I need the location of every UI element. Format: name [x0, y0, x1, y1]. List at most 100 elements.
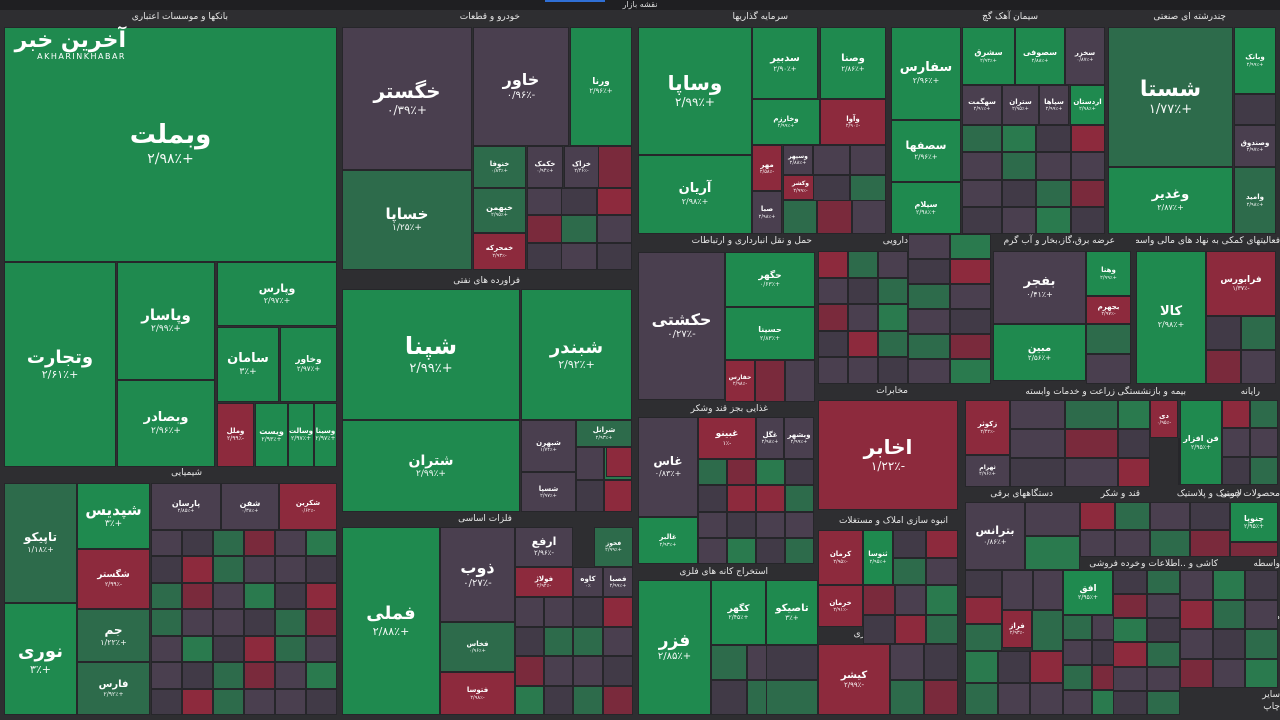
stock-tile[interactable]	[603, 597, 633, 627]
stock-tile[interactable]	[244, 662, 275, 689]
stock-tile[interactable]	[949, 309, 991, 334]
stock-tile[interactable]: مهر -۲/۵۸٪	[752, 145, 782, 191]
stock-tile[interactable]: شتران +۲/۹۹٪	[342, 420, 520, 512]
stock-tile[interactable]: خساپا +۱/۲۵٪	[342, 170, 472, 270]
stock-tile[interactable]	[576, 479, 604, 512]
stock-tile[interactable]	[965, 624, 1002, 651]
stock-tile[interactable]	[1030, 683, 1063, 715]
stock-tile[interactable]	[1065, 400, 1118, 429]
stock-tile[interactable]	[306, 662, 337, 689]
stock-tile[interactable]	[962, 206, 1002, 234]
stock-tile[interactable]	[213, 688, 244, 715]
stock-tile[interactable]: وصندوق +۲/۹۷٪	[1234, 125, 1276, 167]
stock-tile[interactable]	[275, 635, 306, 663]
stock-tile[interactable]	[1146, 570, 1180, 595]
stock-tile[interactable]: ثنوسا +۲/۹۵٪	[863, 530, 893, 585]
stock-tile[interactable]	[598, 146, 632, 188]
stock-tile[interactable]	[863, 585, 958, 644]
stock-tile[interactable]	[182, 609, 213, 636]
stock-tile[interactable]: وبشهر +۲/۹۹٪	[784, 417, 814, 459]
stock-tile[interactable]: حکشتی -۰/۲۷٪	[638, 252, 725, 400]
stock-tile[interactable]	[962, 125, 1002, 153]
stock-tile[interactable]	[1222, 400, 1250, 429]
stock-tile[interactable]	[818, 277, 848, 305]
stock-tile[interactable]	[1180, 599, 1213, 629]
stock-tile[interactable]: ثهرام +۲/۹۶٪	[965, 455, 1010, 487]
stock-tile[interactable]: شبندر +۲/۹۲٪	[521, 289, 632, 420]
stock-tile[interactable]	[711, 680, 747, 715]
stock-tile[interactable]	[1206, 316, 1241, 350]
stock-tile[interactable]	[275, 582, 306, 610]
stock-tile[interactable]: شرانل+۲/۹۳٪	[576, 420, 632, 447]
stock-tile[interactable]	[596, 188, 632, 216]
stock-tile[interactable]	[1065, 458, 1118, 487]
stock-tile[interactable]	[890, 644, 924, 680]
stock-tile[interactable]	[573, 597, 633, 715]
stock-tile[interactable]	[925, 557, 958, 585]
stock-tile[interactable]	[1113, 570, 1180, 715]
stock-tile[interactable]	[908, 309, 950, 334]
stock-tile[interactable]	[515, 597, 544, 627]
stock-tile[interactable]	[1150, 529, 1190, 557]
stock-tile[interactable]	[813, 174, 850, 205]
stock-tile[interactable]	[1113, 690, 1147, 715]
stock-tile[interactable]	[1118, 400, 1150, 429]
stock-tile[interactable]	[908, 284, 950, 309]
stock-tile[interactable]	[818, 251, 848, 278]
stock-tile[interactable]: ارفع -۲/۹۶٪	[515, 527, 573, 567]
stock-tile[interactable]	[890, 679, 924, 715]
stock-tile[interactable]	[1002, 206, 1037, 234]
stock-tile[interactable]	[1025, 502, 1080, 570]
stock-tile[interactable]	[213, 609, 244, 636]
stock-tile[interactable]	[1245, 599, 1278, 629]
stock-tile[interactable]	[783, 200, 886, 234]
stock-tile[interactable]: شپدیس +۳٪	[77, 483, 150, 549]
stock-tile[interactable]: وبصادر +۲/۹۶٪	[117, 380, 215, 467]
stock-tile[interactable]: فن افزار +۲/۹۵٪	[1180, 400, 1222, 485]
stock-tile[interactable]: کالا +۲/۹۸٪	[1136, 251, 1206, 384]
stock-tile[interactable]: شپنا +۲/۹۹٪	[342, 289, 520, 420]
stock-tile[interactable]: کرمان -۲/۹۵٪	[818, 530, 863, 585]
stock-tile[interactable]	[949, 359, 991, 384]
stock-tile[interactable]	[727, 459, 756, 486]
stock-tile[interactable]	[1212, 658, 1246, 688]
stock-tile[interactable]	[1250, 456, 1278, 485]
stock-tile[interactable]	[1065, 400, 1118, 487]
stock-tile[interactable]	[213, 556, 244, 583]
stock-tile[interactable]	[1178, 438, 1180, 485]
stock-tile[interactable]	[818, 330, 848, 358]
stock-tile[interactable]	[965, 651, 998, 683]
stock-tile[interactable]: ذوب -۰/۲۷٪	[440, 527, 515, 622]
stock-tile[interactable]	[1036, 152, 1071, 180]
stock-tile[interactable]: خکمک +۰/۹۴٪	[527, 146, 563, 188]
stock-tile[interactable]	[1180, 570, 1278, 688]
stock-tile[interactable]	[698, 485, 727, 512]
stock-tile[interactable]	[1146, 690, 1180, 715]
stock-tile[interactable]: خاور -۰/۹۶٪	[473, 27, 569, 146]
stock-tile[interactable]: وسینا +۲/۹۷٪	[314, 403, 337, 467]
stock-tile[interactable]	[1063, 615, 1120, 715]
stock-tile[interactable]: خگستر +۰/۳۹٪	[342, 27, 472, 170]
stock-tile[interactable]: چنوپا +۲/۹۵٪	[1230, 502, 1278, 542]
stock-tile[interactable]	[1180, 629, 1213, 659]
stock-tile[interactable]	[851, 200, 886, 234]
stock-tile[interactable]	[848, 251, 878, 278]
stock-tile[interactable]	[1206, 316, 1276, 384]
stock-tile[interactable]	[698, 537, 727, 564]
stock-tile[interactable]	[785, 360, 815, 402]
stock-tile[interactable]	[1206, 350, 1241, 384]
stock-tile[interactable]	[818, 304, 848, 331]
stock-tile[interactable]	[213, 635, 244, 663]
stock-tile[interactable]	[1212, 599, 1246, 629]
stock-tile[interactable]	[1063, 665, 1092, 690]
stock-tile[interactable]: تاصیکو +۳٪	[766, 580, 818, 645]
stock-tile[interactable]	[997, 683, 1031, 715]
stock-tile[interactable]	[244, 688, 275, 715]
stock-tile[interactable]	[785, 459, 814, 486]
stock-tile[interactable]	[603, 656, 633, 686]
stock-tile[interactable]	[603, 626, 633, 656]
stock-tile[interactable]: نوری +۳٪	[4, 603, 77, 715]
stock-tile[interactable]	[924, 644, 958, 680]
stock-tile[interactable]	[813, 145, 850, 175]
stock-tile[interactable]	[182, 662, 213, 689]
